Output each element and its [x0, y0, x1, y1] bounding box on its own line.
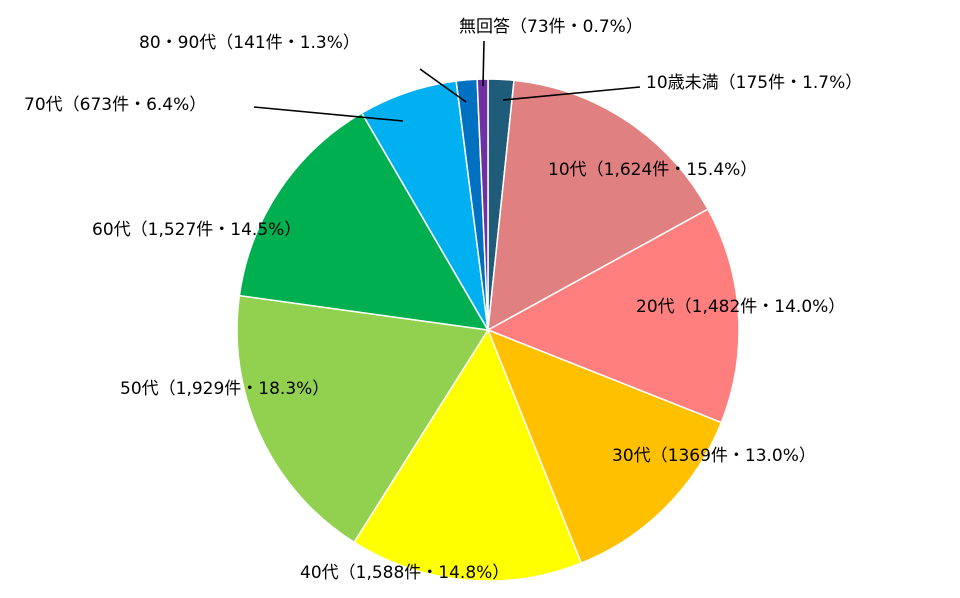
pie-slices — [236, 78, 740, 582]
slice-label-3: 20代（1,482件・14.0%） — [636, 297, 845, 317]
leader-line-1 — [502, 86, 641, 101]
slice-labels: 10歳未満（175件・1.7%） 10代（1,624件・15.4%） 20代（1,4… — [24, 17, 862, 583]
pie-slice-7 — [238, 111, 490, 331]
pie-slice-2 — [487, 79, 709, 332]
slice-label-4: 30代（1369件・13.0%） — [612, 446, 816, 466]
leader-line-8 — [253, 106, 404, 122]
pie-slice-6 — [236, 294, 490, 544]
pie-slice-5 — [353, 328, 583, 582]
slice-label-9: 80・90代（141件・1.3%） — [139, 33, 360, 53]
slice-label-10: 無回答（73件・0.7%） — [459, 17, 643, 37]
slice-label-6: 50代（1,929件・18.3%） — [120, 379, 329, 399]
pie-slice-3 — [486, 208, 740, 424]
leader-line-9 — [419, 68, 467, 103]
pie-slice-4 — [486, 328, 723, 565]
slice-label-8: 70代（673件・6.4%） — [24, 95, 206, 115]
leader-line-10 — [482, 40, 485, 87]
slice-label-5: 40代（1,588件・14.8%） — [300, 563, 509, 583]
slice-label-2: 10代（1,624件・15.4%） — [548, 160, 757, 180]
slice-label-1: 10歳未満（175件・1.7%） — [646, 73, 862, 93]
slice-label-7: 60代（1,527件・14.5%） — [92, 220, 301, 240]
leader-lines — [253, 40, 641, 122]
